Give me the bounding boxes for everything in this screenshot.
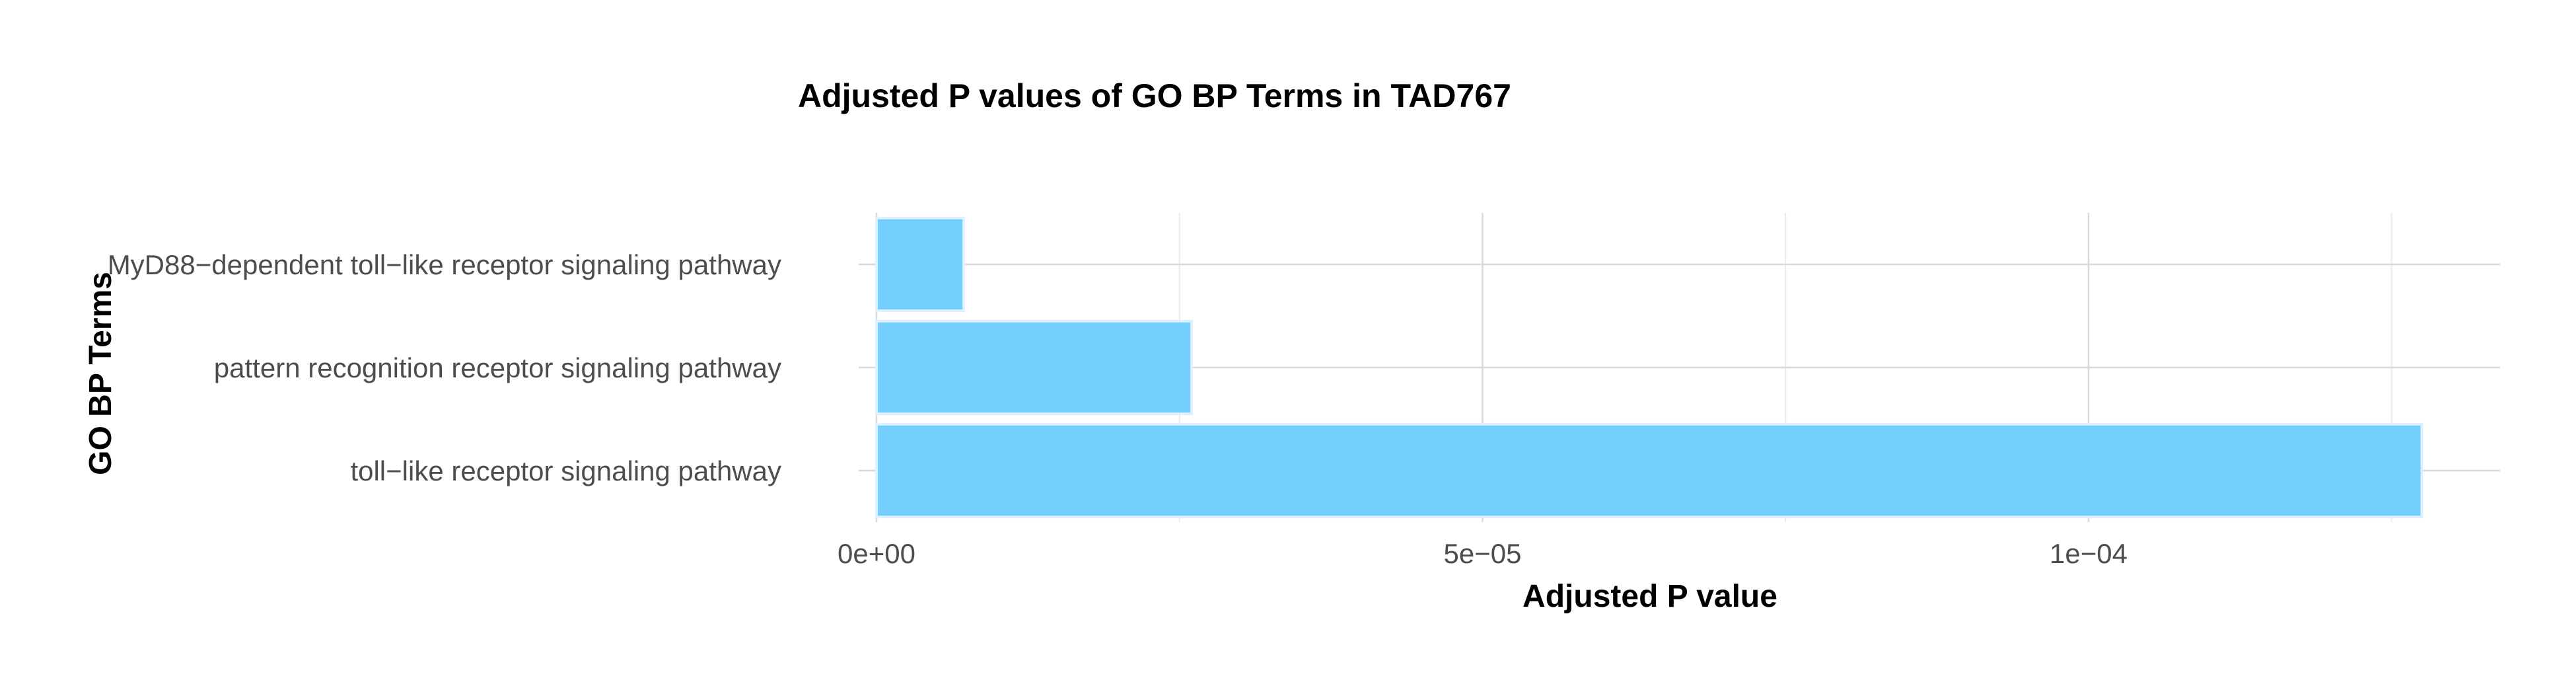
x-tick-label-1: 5e−05 (1444, 538, 1522, 569)
bar-1 (875, 319, 1194, 416)
x-axis-title: Adjusted P value (1522, 579, 1777, 614)
bar-2 (875, 422, 2423, 519)
y-tick-label-0: MyD88−dependent toll−like receptor signa… (108, 249, 781, 280)
y-tick-label-1: pattern recognition receptor signaling p… (214, 352, 781, 383)
x-tick-label-2: 1e−04 (2050, 538, 2128, 569)
bar-0 (875, 216, 966, 313)
y-tick-label-2: toll−like receptor signaling pathway (350, 455, 781, 486)
x-tick-label-0: 0e+00 (838, 538, 915, 569)
y-axis-title: GO BP Terms (83, 272, 118, 475)
bar-layer (875, 216, 2423, 519)
chart-title: Adjusted P values of GO BP Terms in TAD7… (798, 77, 1511, 114)
label-layer: MyD88−dependent toll−like receptor signa… (108, 249, 2128, 569)
